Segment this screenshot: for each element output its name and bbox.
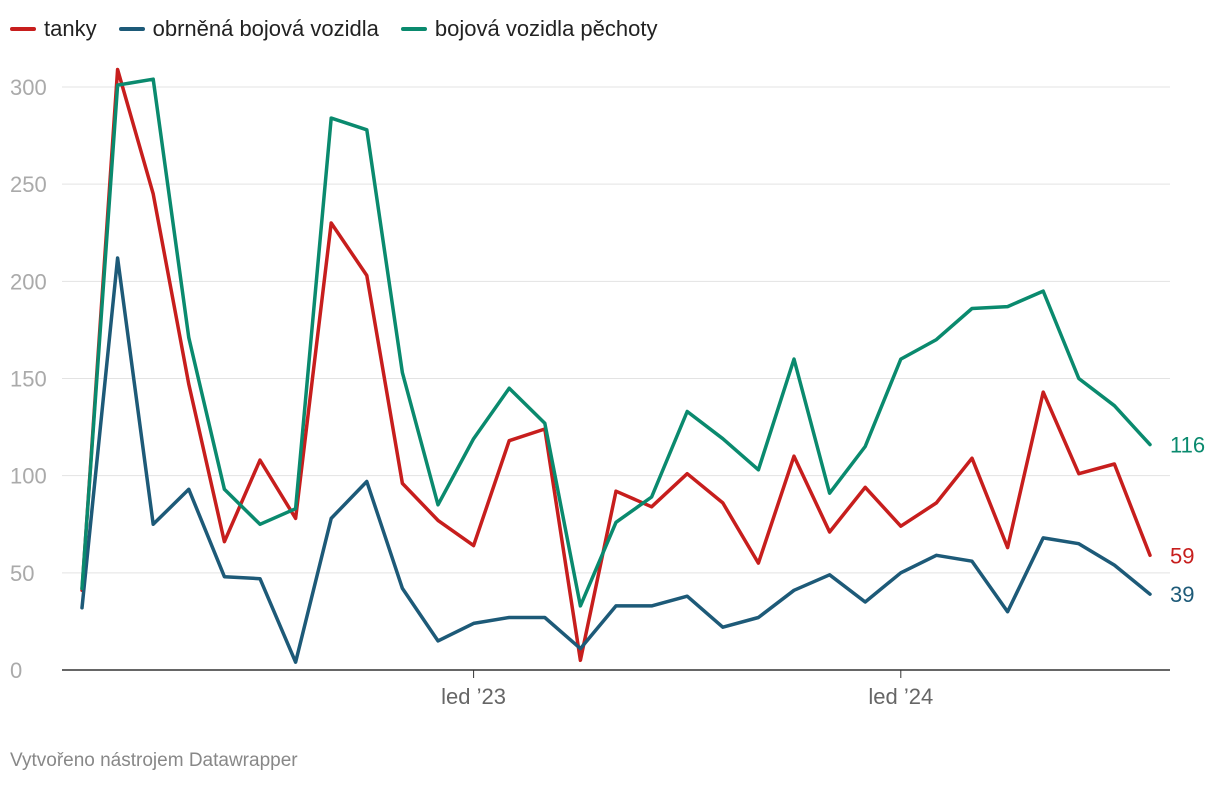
y-tick-label-0: 0 [10,658,22,683]
footer-credit: Vytvořeno nástrojem Datawrapper [10,750,298,771]
y-tick-label-150: 150 [10,367,47,392]
grid [62,86,1170,678]
legend-swatch-obrnena [118,27,145,31]
legend-label-tanky: tanky [44,16,97,41]
series-line-0 [80,67,1152,663]
end-label-1: 39 [1170,582,1194,607]
legend-swatch-tanky [10,27,36,31]
legend: tanky obrněná bojová vozidla bojová vozi… [10,16,657,42]
y-tick-label-200: 200 [10,269,47,294]
y-tick-label-50: 50 [10,561,34,586]
y-tick-label-250: 250 [10,172,47,197]
legend-label-obrnena: obrněná bojová vozidla [152,16,379,41]
y-tick-label-300: 300 [10,75,47,100]
legend-item-tanky: tanky [10,16,97,42]
series-lines [80,67,1152,664]
y-tick-label-100: 100 [10,464,47,489]
legend-label-pechoty: bojová vozidla pěchoty [434,16,658,41]
series-line-2 [80,77,1152,608]
legend-item-pechoty: bojová vozidla pěchoty [400,16,658,42]
axis-labels: 0 50 100 150 200 250 300 led ’23 led ’24 59 39 116 [10,75,1205,709]
x-tick-label-1: led ’24 [868,684,933,709]
end-label-0: 59 [1170,543,1194,568]
x-tick-label-0: led ’23 [441,684,506,709]
legend-swatch-pechoty [400,27,427,31]
series-line-1 [80,256,1152,664]
end-label-2: 116 [1170,433,1205,458]
legend-item-obrnena: obrněná bojová vozidla [118,16,379,42]
